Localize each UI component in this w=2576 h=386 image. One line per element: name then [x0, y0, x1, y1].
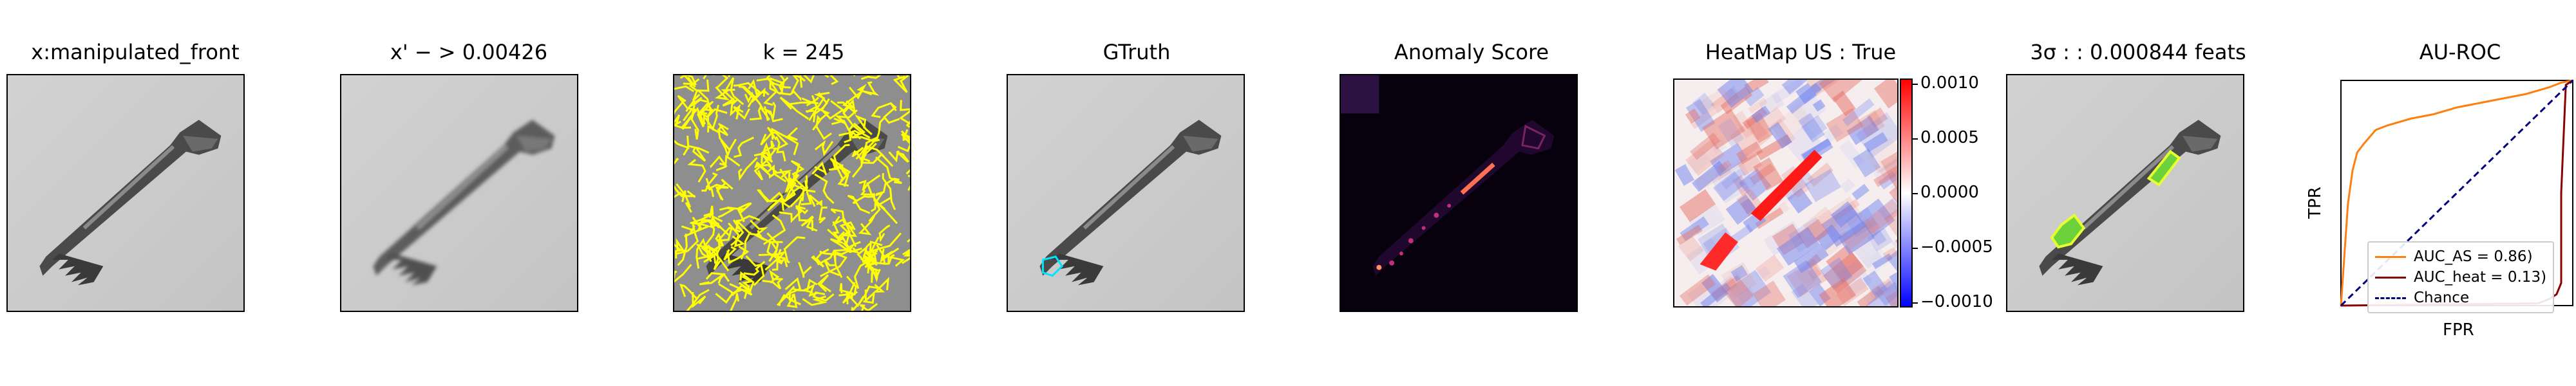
colorbar-tick-mark [1913, 302, 1918, 304]
colorbar-tick-label: −0.0005 [1920, 237, 1993, 257]
input-image [6, 74, 245, 312]
colorbar-tick-mark [1913, 138, 1918, 140]
colorbar-tick-label: 0.0000 [1920, 183, 1979, 202]
superpixel-boundaries [674, 75, 910, 311]
colorbar-tick-label: 0.0005 [1920, 128, 1979, 148]
legend-item-chance: Chance [2375, 288, 2546, 308]
panel-title-input: x:manipulated_front [31, 40, 240, 64]
superpixel-image [673, 74, 911, 312]
anomaly-score-image [1340, 74, 1578, 312]
gtruth-image [1007, 74, 1245, 312]
heatmap-image [1673, 78, 1899, 308]
panel-title-auroc: AU-ROC [2419, 40, 2501, 64]
roc-series-line-0 [2340, 79, 2573, 306]
heatmap-patches [1674, 80, 1897, 306]
roc-legend: AUC_AS = 0.86) AUC_heat = 0.13) Chance [2367, 241, 2555, 313]
roc-ylabel: TPR [2305, 187, 2325, 219]
colorbar-tick-label: 0.0010 [1920, 73, 1979, 93]
colorbar-tick-mark [1913, 193, 1918, 194]
panel-title-gtruth: GTruth [1103, 40, 1171, 64]
roc-xlabel: FPR [2443, 320, 2474, 340]
colorbar-tick-label: −0.0010 [1920, 291, 1993, 311]
panel-title-3sigma: 3σ : : 0.000844 feats [2030, 40, 2246, 64]
3sigma-image [2006, 74, 2244, 312]
reconstruction-image [340, 74, 578, 312]
colorbar-tick-mark [1913, 247, 1918, 249]
legend-item-auc-heat: AUC_heat = 0.13) [2375, 267, 2546, 288]
heatmap-hot-region-2 [1700, 232, 1738, 271]
panel-title-heatmap: HeatMap US : True [1705, 40, 1897, 64]
legend-item-auc-as: AUC_AS = 0.86) [2375, 246, 2546, 267]
panel-title-superpixels: k = 245 [762, 40, 845, 64]
colorbar-tick-mark [1913, 84, 1918, 86]
panel-title-reconstruction: x' − > 0.00426 [390, 40, 548, 64]
panel-title-anomaly-score: Anomaly Score [1394, 40, 1549, 64]
heatmap-colorbar [1900, 78, 1913, 308]
heatmap-hot-region [1750, 149, 1823, 221]
